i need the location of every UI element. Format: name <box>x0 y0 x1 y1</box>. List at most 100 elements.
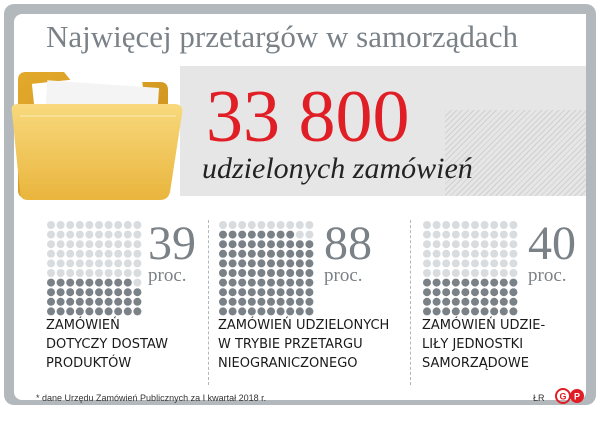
percent-dot <box>123 230 132 239</box>
percent-dot <box>305 240 314 249</box>
percent-dot <box>432 297 441 306</box>
stat-value: 39 <box>148 217 196 270</box>
percent-dot <box>471 278 479 287</box>
percent-dot <box>423 240 431 249</box>
percent-dot <box>247 278 256 287</box>
percent-dot <box>442 307 451 316</box>
percent-dot <box>228 249 237 258</box>
percent-dot <box>471 288 479 297</box>
percent-dot <box>423 288 431 297</box>
headline-subtitle: udzielonych zamówień <box>202 152 473 185</box>
percent-dot <box>75 278 84 287</box>
percent-dot <box>267 221 275 229</box>
percent-dot <box>480 259 489 268</box>
percent-dot <box>432 269 441 277</box>
percent-dot <box>305 307 314 316</box>
percent-dot <box>471 230 479 239</box>
percent-dot <box>286 249 295 258</box>
percent-dot <box>47 269 55 277</box>
percent-dot <box>257 221 266 229</box>
percent-dot <box>286 269 295 277</box>
percent-dot <box>451 249 460 258</box>
percent-dot <box>257 269 266 277</box>
percent-dot <box>47 278 55 287</box>
percent-dot <box>499 288 508 297</box>
stat-label-line: SAMORZĄDOWE <box>422 356 529 371</box>
percent-dot <box>490 259 499 268</box>
percent-dot <box>305 278 314 287</box>
author-credit: ŁR <box>533 393 545 403</box>
headline-value: 33 800 <box>206 76 410 158</box>
footnote: * dane Urzędu Zamówień Publicznych za I … <box>36 393 267 403</box>
percent-dot <box>219 230 227 239</box>
percent-dot <box>305 288 314 297</box>
percent-dot <box>490 249 499 258</box>
percent-dot <box>219 259 227 268</box>
percent-dot <box>461 269 470 277</box>
percent-dot <box>104 221 113 229</box>
percent-dot <box>123 288 132 297</box>
percent-dot <box>490 307 499 316</box>
stat-percent: 40 proc. <box>528 220 576 286</box>
percent-dot <box>276 259 285 268</box>
stat-unit: proc. <box>528 265 567 286</box>
percent-dot <box>451 307 460 316</box>
percent-dot <box>56 259 65 268</box>
percent-dot <box>114 278 123 287</box>
infographic-title: Najwięcej przetargów w samorządach <box>46 14 586 60</box>
percent-dot <box>451 240 460 249</box>
percent-dot <box>85 288 94 297</box>
percent-dot <box>480 288 489 297</box>
percent-dot <box>295 307 304 316</box>
percent-dot <box>85 297 94 306</box>
stat-label-line: PRODUKTÓW <box>46 356 132 371</box>
percent-dot <box>85 269 94 277</box>
percent-dot <box>305 259 314 268</box>
percent-dot <box>228 230 237 239</box>
percent-dot <box>85 259 94 268</box>
folder-icon <box>11 72 183 200</box>
percent-dot <box>432 278 441 287</box>
percent-dot <box>432 230 441 239</box>
percent-dot <box>228 240 237 249</box>
percent-dot <box>276 221 285 229</box>
percent-dot <box>114 230 123 239</box>
percent-dot <box>85 307 94 316</box>
percent-dot <box>276 230 285 239</box>
percent-dot <box>461 307 470 316</box>
percent-dot <box>123 269 132 277</box>
percent-dot <box>509 240 518 249</box>
percent-dot <box>295 288 304 297</box>
percent-dot <box>305 249 314 258</box>
percent-dot <box>247 230 256 239</box>
percent-dot <box>423 297 431 306</box>
percent-dot <box>461 288 470 297</box>
svg-text:P: P <box>574 392 580 402</box>
percent-dot <box>219 240 227 249</box>
percent-dot <box>461 278 470 287</box>
percent-dot <box>286 288 295 297</box>
percent-dot <box>228 269 237 277</box>
percent-dot <box>423 221 431 229</box>
percent-dot <box>47 288 55 297</box>
percent-dot <box>219 249 227 258</box>
percent-dot <box>75 269 84 277</box>
percent-dot <box>247 221 256 229</box>
percent-dot <box>286 297 295 306</box>
percent-dot <box>257 240 266 249</box>
percent-dot <box>95 307 103 316</box>
percent-dot <box>238 278 247 287</box>
percent-dot <box>442 249 451 258</box>
percent-dot <box>123 278 132 287</box>
percent-dot <box>104 288 113 297</box>
percent-dot <box>276 269 285 277</box>
percent-dot <box>499 230 508 239</box>
column-separator <box>410 220 411 385</box>
percent-dot <box>247 269 256 277</box>
percent-dot <box>114 307 123 316</box>
percent-dot <box>114 288 123 297</box>
percent-dot <box>276 249 285 258</box>
percent-dot <box>267 297 275 306</box>
percent-dot <box>104 230 113 239</box>
percent-dot <box>286 307 295 316</box>
